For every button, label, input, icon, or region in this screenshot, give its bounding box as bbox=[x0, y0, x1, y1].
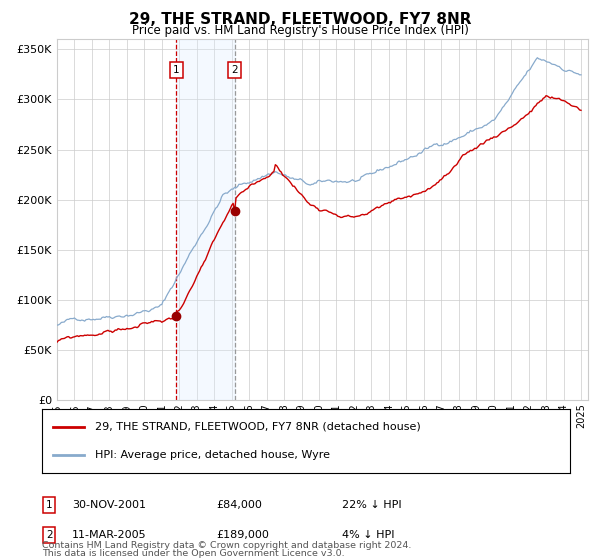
Text: 30-NOV-2001: 30-NOV-2001 bbox=[72, 500, 146, 510]
Bar bbox=[176, 39, 235, 400]
Text: £84,000: £84,000 bbox=[216, 500, 262, 510]
Text: Price paid vs. HM Land Registry's House Price Index (HPI): Price paid vs. HM Land Registry's House … bbox=[131, 24, 469, 36]
Text: HPI: Average price, detached house, Wyre: HPI: Average price, detached house, Wyre bbox=[95, 450, 330, 460]
Text: £189,000: £189,000 bbox=[216, 530, 269, 540]
Text: This data is licensed under the Open Government Licence v3.0.: This data is licensed under the Open Gov… bbox=[42, 549, 344, 558]
Text: 29, THE STRAND, FLEETWOOD, FY7 8NR (detached house): 29, THE STRAND, FLEETWOOD, FY7 8NR (deta… bbox=[95, 422, 421, 432]
Text: Contains HM Land Registry data © Crown copyright and database right 2024.: Contains HM Land Registry data © Crown c… bbox=[42, 541, 412, 550]
Text: 1: 1 bbox=[173, 65, 179, 75]
Text: 22% ↓ HPI: 22% ↓ HPI bbox=[342, 500, 401, 510]
Text: 11-MAR-2005: 11-MAR-2005 bbox=[72, 530, 146, 540]
Text: 2: 2 bbox=[46, 530, 53, 540]
Text: 29, THE STRAND, FLEETWOOD, FY7 8NR: 29, THE STRAND, FLEETWOOD, FY7 8NR bbox=[129, 12, 471, 27]
Text: 2: 2 bbox=[231, 65, 238, 75]
Text: 1: 1 bbox=[46, 500, 53, 510]
Text: 4% ↓ HPI: 4% ↓ HPI bbox=[342, 530, 395, 540]
